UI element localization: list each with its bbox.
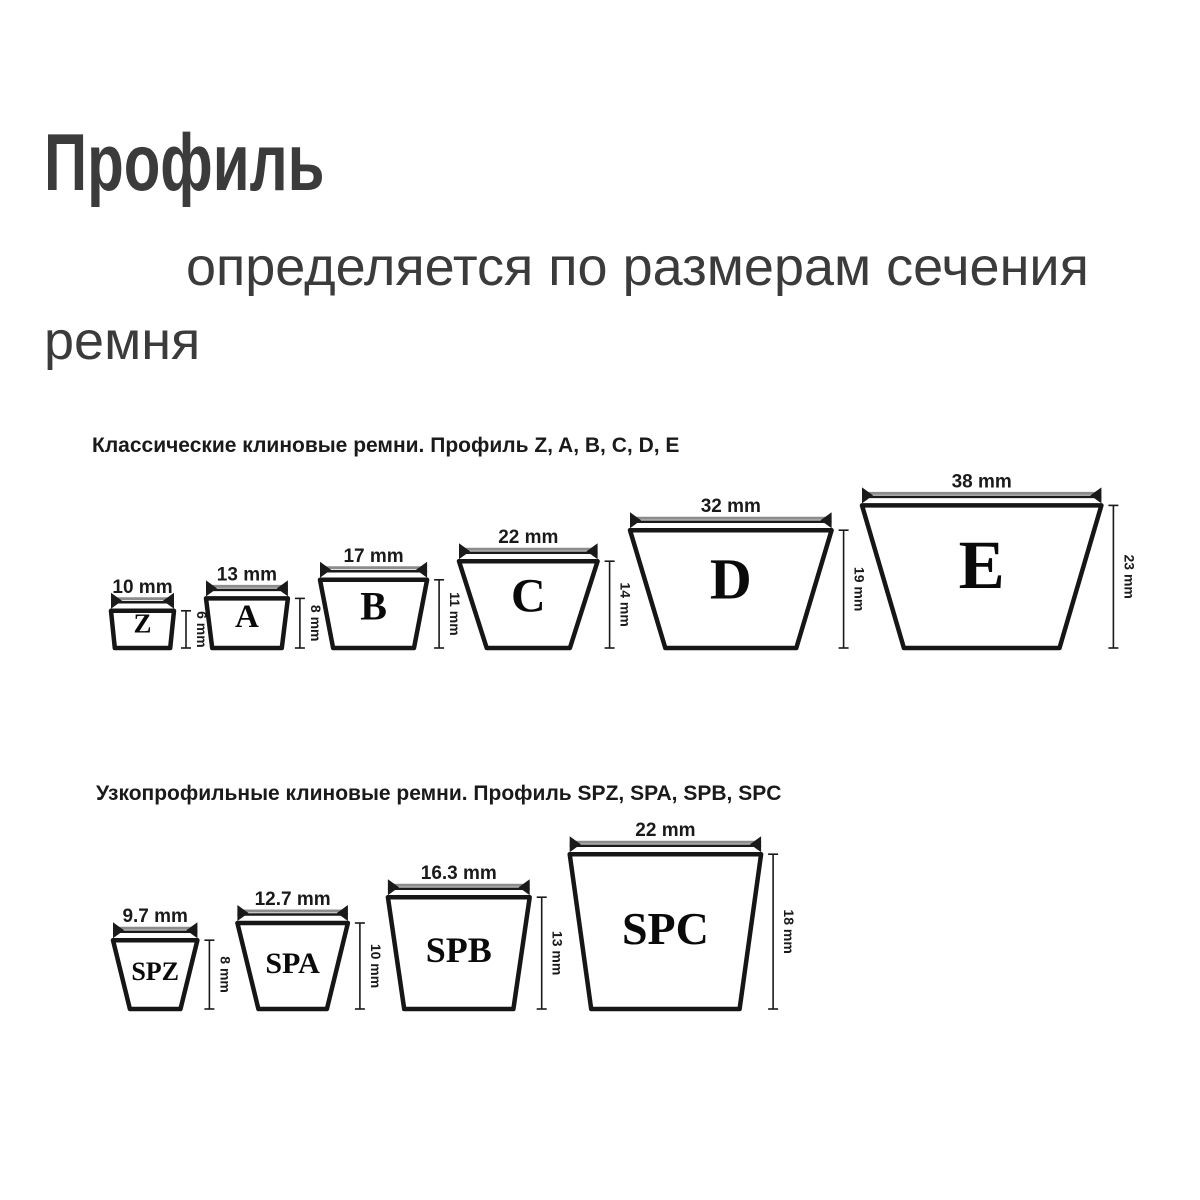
svg-text:19 mm: 19 mm <box>852 567 868 611</box>
svg-text:13 mm: 13 mm <box>550 931 566 975</box>
svg-text:10 mm: 10 mm <box>112 577 172 598</box>
svg-text:Z: Z <box>133 608 151 638</box>
svg-text:E: E <box>959 527 1005 603</box>
svg-text:Узкопрофильные клиновые ремни.: Узкопрофильные клиновые ремни. Профиль S… <box>96 782 781 805</box>
svg-text:38 mm: 38 mm <box>952 471 1012 492</box>
svg-text:32 mm: 32 mm <box>701 496 761 517</box>
svg-text:9.7 mm: 9.7 mm <box>122 906 187 927</box>
svg-text:6 mm: 6 mm <box>194 611 210 648</box>
svg-text:13 mm: 13 mm <box>217 564 277 585</box>
svg-text:Классические клиновые ремни. П: Классические клиновые ремни. Профиль Z, … <box>92 434 679 457</box>
svg-text:16.3 mm: 16.3 mm <box>421 863 497 884</box>
svg-text:SPZ: SPZ <box>131 957 179 986</box>
svg-text:10 mm: 10 mm <box>368 944 384 988</box>
svg-text:SPC: SPC <box>622 903 709 954</box>
svg-text:11 mm: 11 mm <box>447 592 463 636</box>
svg-text:8 mm: 8 mm <box>217 956 233 993</box>
svg-text:8 mm: 8 mm <box>308 605 324 642</box>
svg-text:12.7 mm: 12.7 mm <box>255 889 331 910</box>
svg-text:17 mm: 17 mm <box>343 546 403 567</box>
svg-text:23 mm: 23 mm <box>1121 555 1137 599</box>
svg-text:A: A <box>235 599 259 635</box>
svg-text:SPA: SPA <box>265 947 320 980</box>
svg-text:C: C <box>511 570 546 623</box>
svg-text:D: D <box>710 547 752 612</box>
svg-text:22 mm: 22 mm <box>635 820 695 841</box>
svg-text:SPB: SPB <box>426 930 492 970</box>
svg-text:B: B <box>360 583 387 628</box>
svg-text:14 mm: 14 mm <box>618 582 634 626</box>
svg-text:22 mm: 22 mm <box>498 527 558 548</box>
svg-text:18 mm: 18 mm <box>781 909 797 953</box>
